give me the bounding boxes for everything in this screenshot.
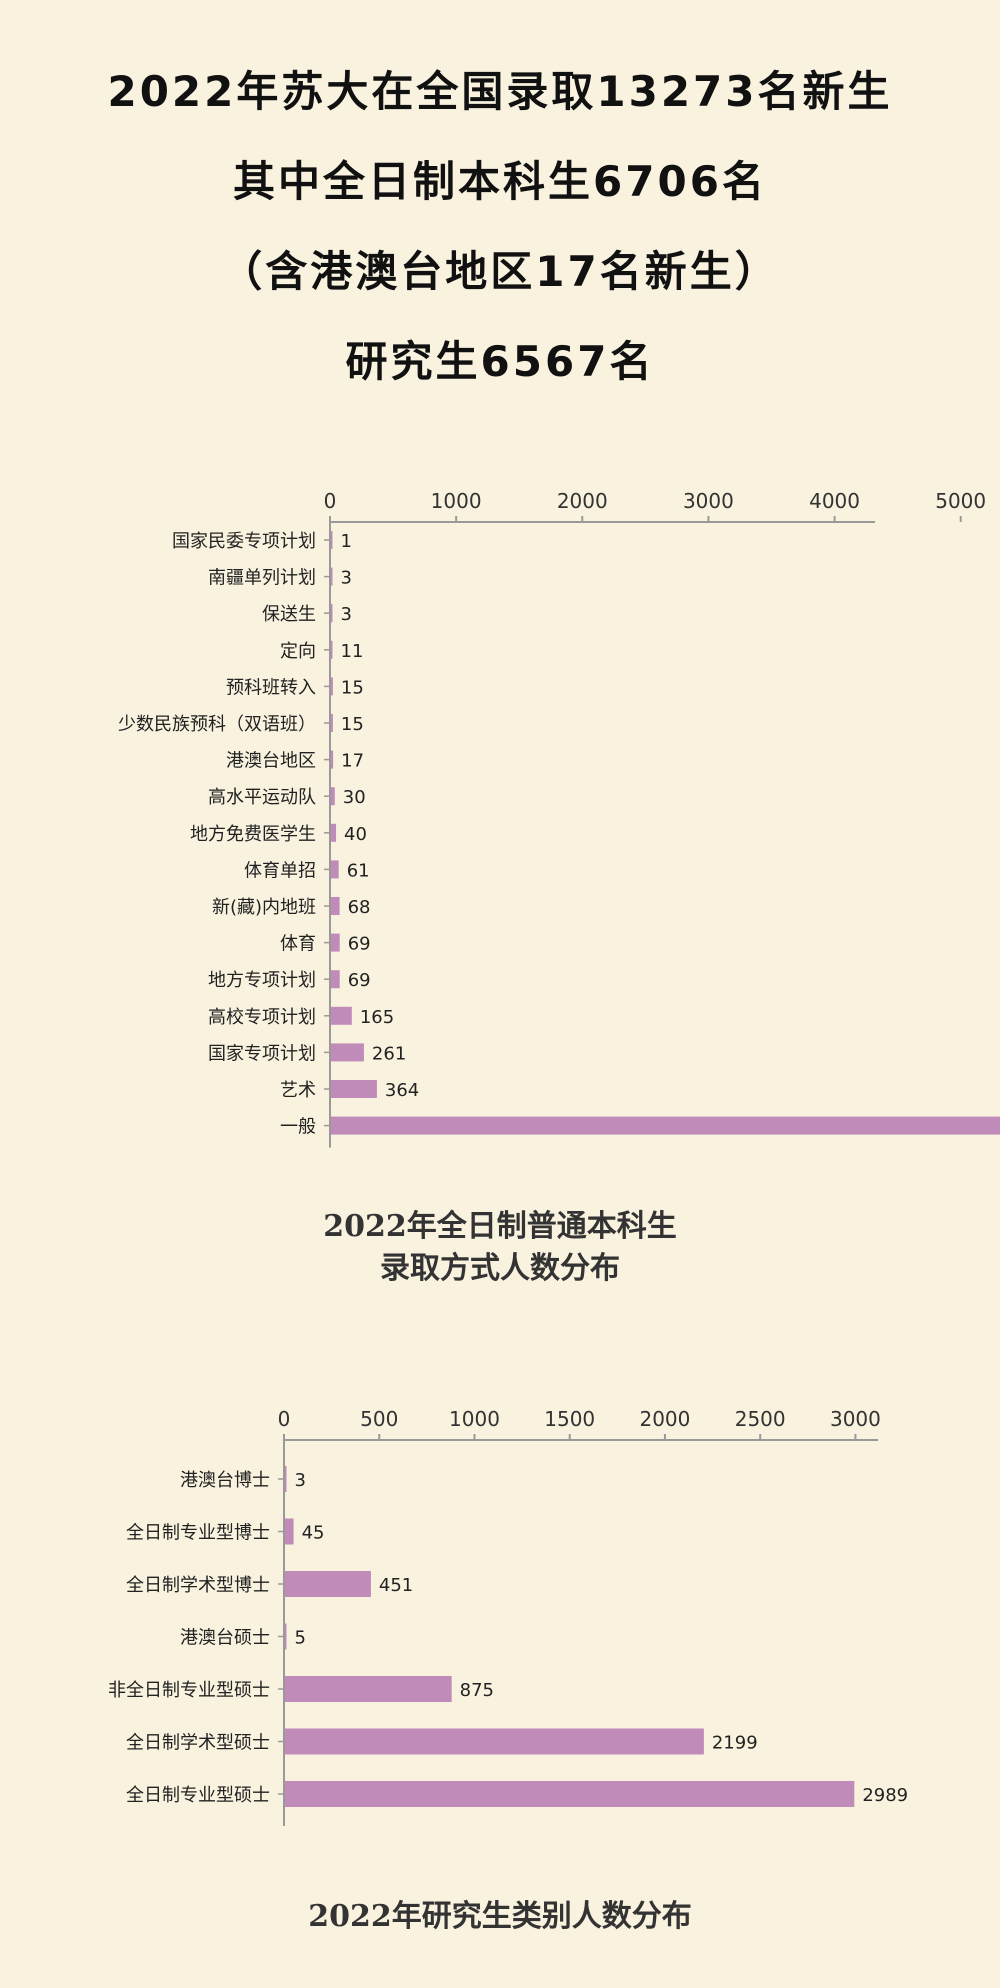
category-label: 高水平运动队: [208, 787, 316, 808]
bar: [285, 1571, 371, 1597]
category-label: 地方免费医学生: [190, 824, 316, 845]
category-label: 少数民族预科（双语班）: [118, 714, 316, 735]
x-tick-label: 3000: [683, 489, 734, 513]
bar: [331, 1116, 1000, 1135]
x-tick-label: 1500: [544, 1407, 595, 1431]
undergrad-chart-title-line-1: 2022年全日制普通本科生: [323, 1209, 677, 1244]
headline-line-1: 2022年苏大在全国录取13273名新生: [107, 67, 893, 116]
x-tick-label: 5000: [935, 489, 986, 513]
value-label: 11: [341, 641, 364, 662]
value-label: 5: [295, 1628, 306, 1649]
headline-line-3: （含港澳台地区17名新生）: [220, 247, 780, 296]
x-tick-label: 0: [278, 1407, 291, 1431]
category-label: 南疆单列计划: [208, 568, 316, 589]
bar: [331, 567, 333, 586]
category-label: 定向: [280, 641, 316, 662]
value-label: 3: [341, 604, 352, 625]
category-label: 体育单招: [244, 860, 316, 881]
category-label: 港澳台博士: [180, 1470, 270, 1491]
bar: [331, 970, 340, 989]
x-tick-label: 2500: [735, 1407, 786, 1431]
value-label: 40: [344, 824, 367, 845]
headline-line-2: 其中全日制本科生6706名: [233, 157, 767, 206]
value-label: 2989: [862, 1785, 908, 1806]
bar: [331, 1006, 352, 1025]
value-label: 69: [348, 970, 371, 991]
value-label: 875: [460, 1680, 494, 1701]
bar: [285, 1466, 287, 1492]
x-tick-label: 2000: [557, 489, 608, 513]
value-label: 15: [341, 677, 364, 698]
category-label: 国家民委专项计划: [172, 531, 316, 552]
category-label: 全日制专业型博士: [126, 1523, 270, 1544]
value-label: 451: [379, 1575, 413, 1596]
bar: [285, 1781, 855, 1807]
bar: [331, 531, 333, 549]
undergrad-chart-title-line-2: 录取方式人数分布: [380, 1251, 620, 1286]
category-label: 港澳台地区: [226, 751, 316, 772]
category-label: 预科班转入: [226, 677, 316, 698]
bar: [331, 823, 337, 842]
value-label: 69: [348, 934, 371, 955]
bar: [331, 640, 333, 659]
graduate-category-bar-chart: 0 500 1000 1500 2000 2500 3000 港澳台博士 3 全日制专业型博士 45…: [108, 1407, 908, 1826]
x-tick-label: 1000: [449, 1407, 500, 1431]
category-label: 非全日制专业型硕士: [108, 1680, 270, 1701]
x-tick-label: 2000: [639, 1407, 690, 1431]
category-label: 保送生: [262, 604, 316, 625]
value-label: 3: [295, 1470, 306, 1491]
bar: [331, 787, 335, 806]
category-label: 一般: [280, 1117, 316, 1138]
value-label: 1: [341, 531, 352, 552]
bar: [331, 750, 334, 769]
value-label: 68: [348, 897, 371, 918]
graduate-chart-title: 2022年研究生类别人数分布: [0, 1896, 1000, 1938]
bar: [331, 677, 333, 696]
undergrad-chart-title: 2022年全日制普通本科生 录取方式人数分布: [0, 1206, 1000, 1290]
bar: [331, 933, 340, 952]
x-tick-label: 1000: [431, 489, 482, 513]
x-tick-label: 3000: [830, 1407, 881, 1431]
undergrad-admission-bar-chart: 0 1000 2000 3000 4000 5000 国家民委专项计划 1 南疆单列计划 3 保送生…: [118, 489, 1000, 1148]
value-label: 61: [347, 860, 370, 881]
graduate-chart-title-line-1: 2022年研究生类别人数分布: [308, 1899, 692, 1934]
bar: [331, 1080, 377, 1098]
category-label: 港澳台硕士: [180, 1628, 270, 1649]
value-label: 45: [302, 1523, 325, 1544]
headline-line-4: 研究生6567名: [345, 337, 655, 386]
x-tick-label: 0: [324, 489, 337, 513]
value-label: 17: [341, 751, 364, 772]
value-label: 364: [385, 1080, 419, 1101]
bar: [331, 1043, 364, 1062]
bar: [285, 1623, 287, 1650]
value-label: 15: [341, 714, 364, 735]
category-label: 全日制专业型硕士: [126, 1785, 270, 1806]
category-label: 地方专项计划: [208, 970, 316, 991]
bar: [331, 604, 333, 623]
value-label: 3: [341, 568, 352, 589]
category-label: 艺术: [280, 1080, 316, 1101]
value-label: 261: [372, 1043, 406, 1064]
category-label: 新(藏)内地班: [212, 897, 316, 918]
value-label: 2199: [712, 1733, 758, 1754]
x-tick-label: 4000: [809, 489, 860, 513]
category-label: 国家专项计划: [208, 1043, 316, 1064]
category-label: 全日制学术型硕士: [126, 1733, 270, 1754]
bar: [331, 714, 333, 732]
bar: [285, 1728, 704, 1755]
bar: [331, 897, 340, 915]
x-tick-label: 500: [360, 1407, 398, 1431]
bar: [331, 860, 339, 879]
category-label: 全日制学术型博士: [126, 1575, 270, 1596]
category-label: 体育: [280, 934, 316, 955]
bar: [285, 1676, 452, 1702]
bar: [285, 1518, 294, 1545]
value-label: 165: [360, 1007, 394, 1028]
value-label: 30: [343, 787, 366, 808]
category-label: 高校专项计划: [208, 1007, 316, 1028]
